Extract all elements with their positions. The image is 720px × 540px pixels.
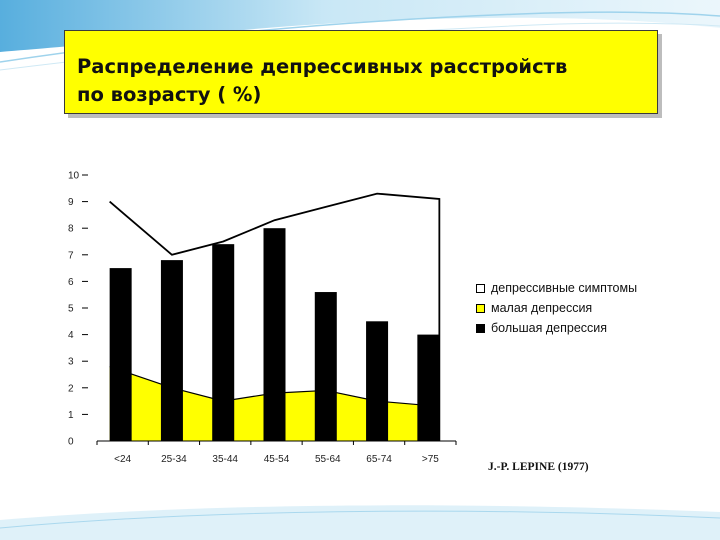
y-tick-label-5: 5 (68, 304, 74, 315)
source-citation: J.-P. LEPINE (1977) (488, 461, 589, 473)
bar-major-3 (212, 244, 235, 441)
bar-major-2 (160, 260, 183, 441)
x-axis-ticks: <24 25-34 35-44 45-54 55-64 65-74 >75 (96, 441, 457, 465)
bottom-wave-band (0, 505, 720, 540)
legend-item-major: большая депрессия (476, 320, 607, 336)
y-tick-label-9: 9 (68, 197, 74, 208)
x-tick-label-5: 55-64 (315, 454, 341, 465)
y-tick-label-7: 7 (68, 250, 74, 261)
x-tick-label-2: 25-34 (161, 454, 187, 465)
legend-label-symptoms: депрессивные симптомы (491, 281, 638, 295)
x-tick-label-1: <24 (114, 454, 131, 465)
title-line-2: по возрасту ( %) (77, 83, 262, 106)
bar-major-6 (366, 321, 389, 441)
bottom-wave-line (0, 510, 720, 529)
legend-label-minor: малая депрессия (491, 301, 593, 315)
title-box: Распределение депрессивных расстройств п… (64, 30, 658, 114)
legend-item-symptoms: депрессивные симптомы (476, 280, 637, 296)
y-tick-label-2: 2 (68, 383, 74, 394)
legend-swatch-minor (476, 303, 485, 313)
bar-major-5 (314, 292, 337, 441)
x-tick-label-7: >75 (422, 454, 439, 465)
bar-major-7 (417, 334, 440, 441)
y-tick-label-4: 4 (68, 330, 74, 341)
x-tick-label-3: 35-44 (212, 454, 238, 465)
y-tick-label-10: 10 (68, 171, 80, 182)
y-tick-label-8: 8 (68, 224, 74, 235)
legend-label-major: большая депрессия (491, 321, 608, 335)
legend-swatch-symptoms (476, 283, 485, 293)
legend-swatch-major (476, 323, 485, 333)
legend: депрессивные симптомы малая депрессия бо… (466, 276, 662, 336)
y-tick-label-0: 0 (68, 437, 74, 448)
legend-item-minor: малая депрессия (476, 300, 592, 316)
title-line-1: Распределение депрессивных расстройств (77, 55, 568, 78)
bar-major-4 (263, 228, 286, 441)
x-tick-label-4: 45-54 (264, 454, 290, 465)
y-axis-ticks: 0 1 2 3 4 5 6 7 8 9 10 (68, 171, 88, 448)
y-tick-label-3: 3 (68, 357, 74, 368)
line-symptoms (109, 192, 441, 441)
bar-layer (109, 228, 440, 441)
bar-major-1 (109, 268, 132, 441)
x-tick-label-6: 65-74 (366, 454, 392, 465)
y-tick-label-6: 6 (68, 277, 74, 288)
y-tick-label-1: 1 (68, 410, 74, 421)
